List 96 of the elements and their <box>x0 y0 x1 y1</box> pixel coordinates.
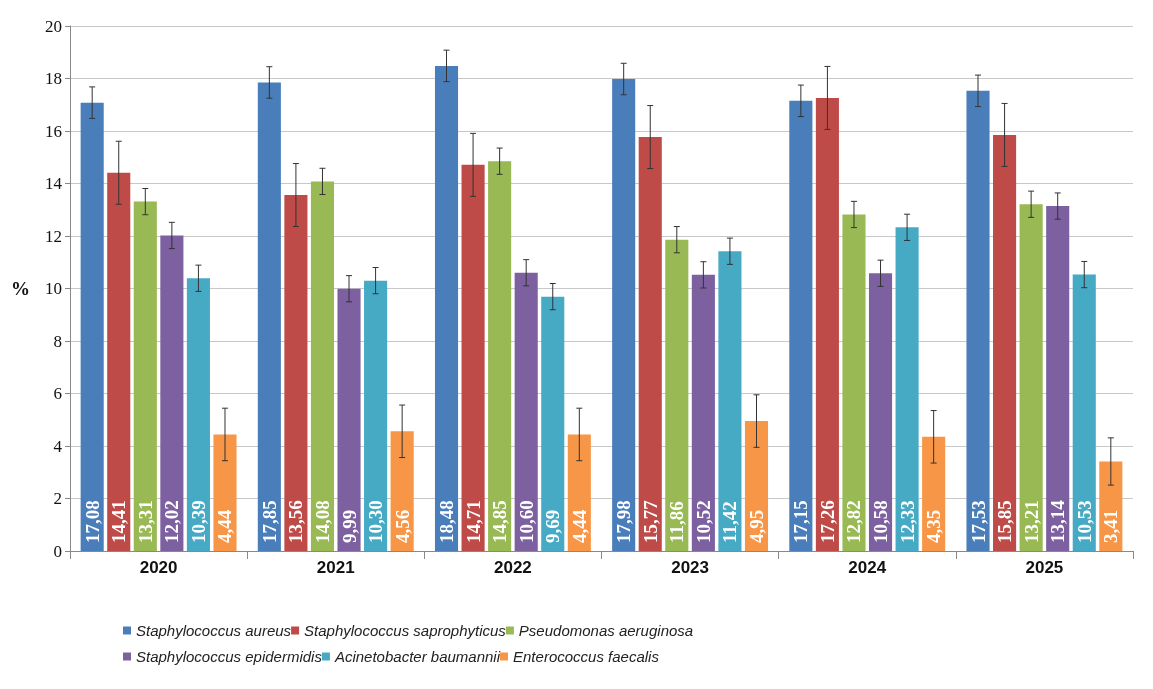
data-label: 13,56 <box>285 500 307 543</box>
data-label: 14,85 <box>489 500 511 543</box>
bar <box>718 251 742 551</box>
bar <box>966 90 990 551</box>
data-label: 11,86 <box>666 501 688 543</box>
legend-label: Enterococcus faecalis <box>513 648 660 665</box>
bar <box>1046 206 1070 551</box>
legend-label: Staphylococcus saprophyticus <box>304 622 507 639</box>
data-label: 14,08 <box>311 500 333 543</box>
bar <box>213 434 237 551</box>
y-tick-label: 2 <box>53 489 62 508</box>
data-label: 4,44 <box>568 509 590 543</box>
data-label: 15,77 <box>639 499 661 543</box>
bar <box>993 134 1017 551</box>
bar <box>1072 274 1096 551</box>
bar <box>744 421 769 551</box>
x-tick-label: 2020 <box>139 558 178 577</box>
y-tick-label: 18 <box>45 69 62 88</box>
bar <box>612 79 636 551</box>
data-label: 17,08 <box>81 500 103 543</box>
bar <box>257 82 281 551</box>
x-tick-label: 2023 <box>671 558 709 577</box>
data-label: 12,33 <box>896 500 918 543</box>
bar <box>895 227 919 551</box>
data-label: 4,56 <box>391 509 413 543</box>
x-tick-label: 2022 <box>494 558 532 577</box>
y-tick-label: 20 <box>45 16 62 36</box>
bar <box>337 288 361 551</box>
data-label: 17,15 <box>790 500 812 543</box>
bar <box>186 278 210 551</box>
bar <box>815 97 839 551</box>
data-label: 13,14 <box>1047 499 1069 543</box>
y-tick-label: 0 <box>53 541 62 561</box>
y-tick-label: 8 <box>53 331 62 351</box>
y-tick-label: 12 <box>45 226 62 246</box>
bar <box>691 274 715 551</box>
legend-label: Staphylococcus epidermidis <box>136 648 323 665</box>
data-label: 17,53 <box>967 500 989 543</box>
data-label: 15,85 <box>994 500 1016 543</box>
y-tick-label: 6 <box>53 384 62 403</box>
bar <box>310 181 335 551</box>
bar <box>789 100 813 551</box>
data-label: 13,21 <box>1020 500 1042 543</box>
bar <box>107 172 131 551</box>
data-label: 10,30 <box>365 500 387 543</box>
legend-label: Acinetobacter baumannii <box>333 648 501 665</box>
x-tick-label: 2021 <box>316 558 355 577</box>
bar <box>868 273 893 551</box>
data-label: 17,98 <box>613 500 635 543</box>
data-label: 17,85 <box>258 500 280 543</box>
bar <box>80 102 104 551</box>
x-tick-label: 2024 <box>848 558 887 577</box>
data-label: 14,71 <box>462 500 484 543</box>
bar <box>638 137 662 551</box>
data-label: 10,39 <box>187 500 209 543</box>
legend-label: Staphylococcus aureus <box>136 622 292 639</box>
data-label: 10,58 <box>870 500 892 543</box>
data-label: 9,99 <box>338 509 360 543</box>
bar <box>1099 461 1123 551</box>
data-label: 12,02 <box>161 500 183 543</box>
data-label: 11,42 <box>719 501 741 543</box>
y-tick-label: 10 <box>45 279 62 298</box>
bar <box>133 201 157 551</box>
data-label: 4,95 <box>745 509 767 543</box>
data-label: 3,41 <box>1100 509 1122 543</box>
data-label: 18,48 <box>436 500 458 543</box>
bar <box>488 161 512 551</box>
bar <box>514 272 538 551</box>
bar <box>390 431 414 551</box>
bar <box>364 280 388 551</box>
bar <box>284 195 308 551</box>
x-tick-label: 2025 <box>1025 558 1064 577</box>
bar <box>1019 204 1043 551</box>
data-label: 10,60 <box>515 500 537 543</box>
bar <box>434 65 459 551</box>
bar <box>541 296 565 551</box>
data-label: 10,53 <box>1073 500 1095 543</box>
data-label: 4,44 <box>214 509 236 543</box>
bar <box>842 214 866 551</box>
y-tick-label: 16 <box>45 121 62 141</box>
data-label: 17,26 <box>816 500 838 543</box>
bar <box>160 235 184 551</box>
data-label: 13,31 <box>134 500 156 543</box>
bar <box>567 434 591 551</box>
bar <box>461 164 485 551</box>
data-label: 10,52 <box>692 500 714 543</box>
data-label: 9,69 <box>542 509 564 543</box>
bar <box>922 436 946 551</box>
data-label: 4,35 <box>923 509 945 543</box>
y-tick-label: 4 <box>53 436 63 456</box>
data-label: 14,41 <box>108 500 130 543</box>
legend-label: Pseudomonas aeruginosa <box>518 622 694 639</box>
bar <box>665 239 689 551</box>
y-axis-title: % <box>11 278 30 299</box>
data-label: 12,82 <box>843 500 865 543</box>
y-tick-label: 14 <box>45 174 63 193</box>
